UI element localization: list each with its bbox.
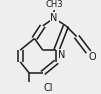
Text: N: N [58,50,65,60]
Text: N: N [50,13,58,23]
Text: CH3: CH3 [45,0,63,9]
Text: Cl: Cl [44,83,53,93]
Text: O: O [89,52,96,62]
